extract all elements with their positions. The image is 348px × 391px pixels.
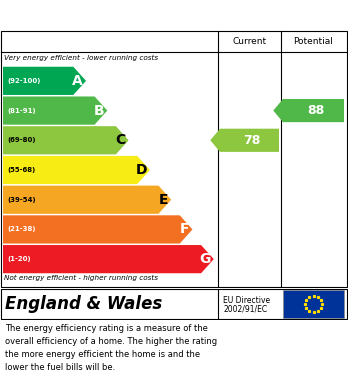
Text: Potential: Potential: [294, 36, 333, 45]
Text: D: D: [135, 163, 147, 177]
Polygon shape: [3, 67, 86, 95]
Polygon shape: [3, 215, 192, 244]
Bar: [283, 290, 344, 318]
Polygon shape: [3, 245, 214, 273]
Text: (69-80): (69-80): [7, 137, 35, 143]
Text: The energy efficiency rating is a measure of the
overall efficiency of a home. T: The energy efficiency rating is a measur…: [5, 324, 217, 371]
Text: Current: Current: [232, 36, 267, 45]
Polygon shape: [3, 126, 129, 154]
Text: (39-54): (39-54): [7, 197, 35, 203]
Polygon shape: [3, 97, 107, 125]
Polygon shape: [3, 156, 150, 184]
Polygon shape: [3, 186, 171, 214]
Text: 88: 88: [307, 104, 325, 117]
Text: A: A: [72, 74, 83, 88]
Text: (92-100): (92-100): [7, 78, 40, 84]
Text: (55-68): (55-68): [7, 167, 35, 173]
Text: F: F: [180, 222, 190, 237]
Text: EU Directive: EU Directive: [223, 296, 270, 305]
Text: (21-38): (21-38): [7, 226, 35, 232]
Text: 78: 78: [243, 134, 261, 147]
Text: (1-20): (1-20): [7, 256, 31, 262]
Text: Energy Efficiency Rating: Energy Efficiency Rating: [9, 7, 230, 23]
Text: C: C: [115, 133, 126, 147]
Polygon shape: [210, 129, 279, 152]
Text: G: G: [199, 252, 211, 266]
Text: E: E: [159, 193, 168, 207]
Text: England & Wales: England & Wales: [5, 295, 162, 313]
Text: Very energy efficient - lower running costs: Very energy efficient - lower running co…: [4, 55, 158, 61]
Polygon shape: [273, 99, 344, 122]
Text: Not energy efficient - higher running costs: Not energy efficient - higher running co…: [4, 275, 158, 281]
Text: B: B: [94, 104, 104, 118]
Text: (81-91): (81-91): [7, 108, 35, 113]
Text: 2002/91/EC: 2002/91/EC: [223, 304, 267, 313]
